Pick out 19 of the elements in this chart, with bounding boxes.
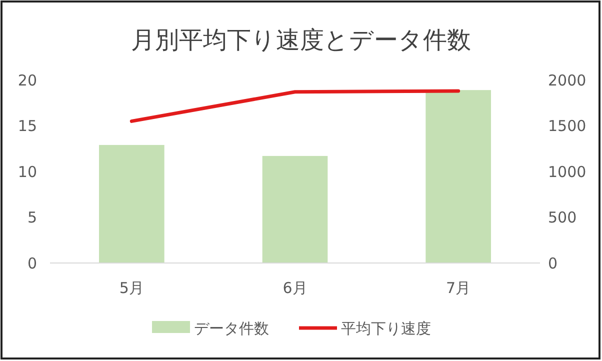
bar — [426, 90, 491, 263]
y2-tick-label: 1500 — [548, 117, 586, 135]
x-tick-label: 5月 — [119, 279, 144, 297]
y2-tick-label: 1000 — [548, 162, 586, 181]
y2-tick-label: 0 — [548, 254, 558, 272]
legend-label: 平均下り速度 — [341, 319, 431, 338]
legend-label: データ件数 — [194, 319, 269, 338]
x-tick-label: 6月 — [282, 279, 308, 297]
y-tick-label: 15 — [18, 117, 37, 135]
y-tick-label: 10 — [18, 162, 37, 181]
bar — [99, 144, 164, 263]
y-tick-label: 5 — [27, 208, 37, 226]
chart-title: 月別平均下り速度とデータ件数 — [131, 26, 471, 54]
y2-tick-label: 2000 — [548, 71, 586, 90]
bar — [262, 156, 328, 263]
y2-tick-label: 500 — [548, 208, 577, 226]
x-tick-label: 7月 — [446, 279, 471, 297]
y-tick-label: 0 — [27, 254, 37, 272]
y-tick-label: 20 — [18, 71, 37, 90]
